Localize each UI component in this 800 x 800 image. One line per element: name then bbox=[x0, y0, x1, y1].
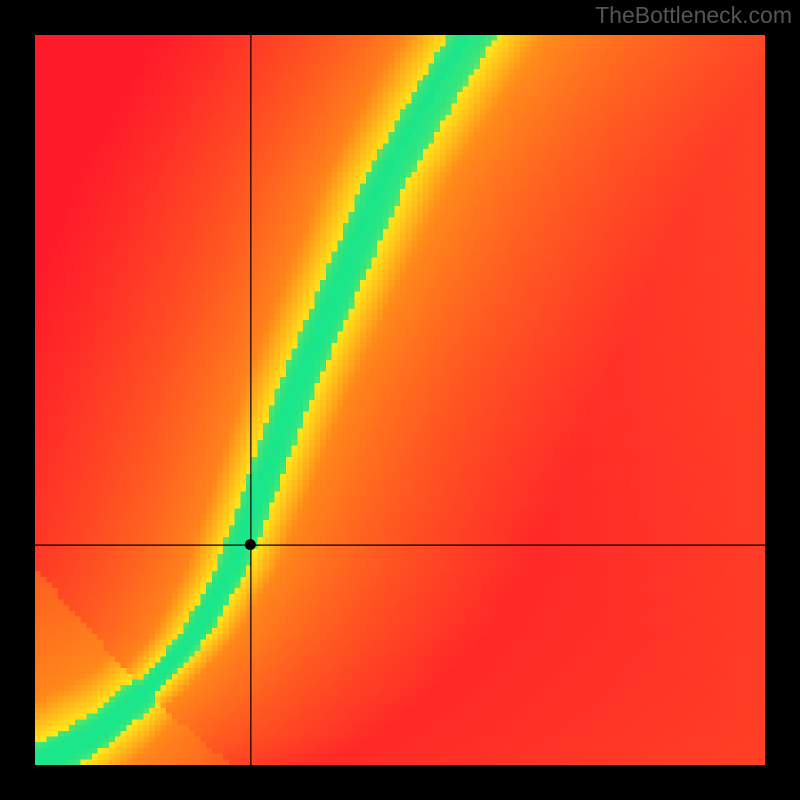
overlay-canvas bbox=[35, 35, 765, 765]
plot-area bbox=[35, 35, 765, 765]
watermark-text: TheBottleneck.com bbox=[595, 2, 792, 29]
figure-frame: TheBottleneck.com bbox=[0, 0, 800, 800]
